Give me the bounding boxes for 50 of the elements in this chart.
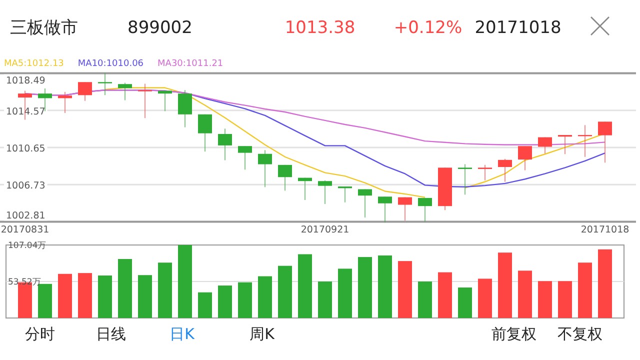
bar [238,282,252,318]
bar [598,249,612,318]
bar [318,282,332,318]
bar [338,268,352,318]
bar [498,252,512,318]
bar [178,245,192,318]
x-tick-label: 20170921 [300,224,350,236]
x-tick-label: 20171018 [580,224,630,236]
y-tick-label: 1006.73 [6,180,46,192]
text: MA5:1012.13 [4,59,64,69]
y-tick-label: 1010.65 [6,144,46,154]
chart-title: 三板做市 [10,18,78,38]
bar [58,274,72,318]
bar [298,254,312,318]
bar [98,276,112,318]
bar [478,278,492,318]
bar [458,288,472,318]
bar [118,259,132,318]
y-tick-label: 1018.49 [6,75,46,86]
text: 1013.38 [284,18,356,38]
bar [398,261,412,318]
bar [438,272,452,318]
bar [158,262,172,318]
bar [198,292,212,318]
bar [138,275,152,318]
text: +0.12% [394,18,462,38]
bar [218,286,232,318]
text: 不复权 [558,325,602,343]
bar [518,270,532,318]
bar [78,273,92,318]
text: MA10:1010.06 [78,59,144,69]
bar [358,257,372,318]
bar [418,282,432,318]
text: 周K [250,325,276,343]
bar [258,276,272,318]
text: 日线 [96,325,126,343]
text: 前复权 [492,325,536,343]
bar [558,281,572,318]
text: 分时 [25,325,55,343]
bar [278,266,292,318]
text: 20171018 [474,18,562,38]
text: 日K [170,325,196,343]
text: MA30:1011.21 [158,59,224,69]
y-tick-label: 53.52万 [8,278,42,288]
bar [538,281,552,318]
bar [578,262,592,318]
text: 899002 [128,18,192,38]
y-tick-label: 1002.81 [6,210,46,222]
x-tick-label: 20170831 [0,224,50,236]
bar [378,255,392,318]
